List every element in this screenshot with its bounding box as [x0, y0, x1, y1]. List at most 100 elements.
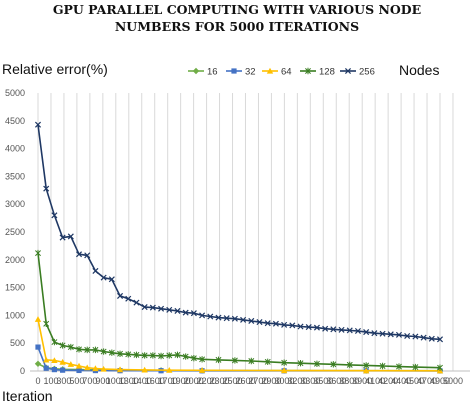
x-tick-label: 3900 — [352, 376, 372, 386]
data-point — [59, 234, 66, 241]
data-point — [281, 321, 288, 328]
data-point — [43, 185, 50, 192]
x-tick-label: 700 — [82, 376, 97, 386]
data-point — [231, 315, 238, 322]
legend-marker — [231, 68, 237, 74]
x-tick-label: 1000 — [106, 376, 126, 386]
data-point — [436, 336, 444, 343]
data-point — [404, 332, 411, 339]
data-point — [437, 364, 443, 371]
y-axis-title: Relative error(%) — [2, 61, 108, 77]
data-point — [166, 352, 173, 359]
data-point — [363, 362, 370, 369]
x-tick-label: 4200 — [378, 376, 398, 386]
x-tick-label: 3200 — [287, 376, 307, 386]
data-point — [395, 331, 403, 338]
data-point — [174, 351, 181, 359]
data-point — [215, 314, 222, 321]
y-tick-label: 1500 — [5, 283, 25, 293]
x-tick-label: 1900 — [171, 376, 191, 386]
data-point — [141, 304, 148, 311]
data-point — [313, 360, 320, 367]
data-point — [100, 274, 107, 281]
data-point — [76, 346, 82, 353]
axes: 0 100300500700900100013001400160017001900… — [5, 88, 470, 386]
data-point — [141, 352, 148, 359]
data-point — [248, 357, 255, 365]
x-tick-label: 3000 — [274, 376, 294, 386]
data-point — [75, 251, 83, 258]
data-point — [34, 121, 42, 128]
legend-marker — [266, 67, 274, 74]
x-tick-label: 1400 — [132, 376, 152, 386]
y-tick-label: 3000 — [5, 199, 25, 209]
data-point — [92, 346, 99, 354]
legend-marker — [192, 67, 200, 75]
x-tick-label: 300 — [56, 376, 71, 386]
x-tick-label: 2300 — [210, 376, 230, 386]
legend-label: 128 — [319, 67, 335, 78]
x-tick-label: 4400 — [391, 376, 411, 386]
data-point — [35, 249, 41, 257]
data-point — [363, 329, 370, 336]
legend-label: 256 — [359, 67, 375, 78]
data-point — [297, 323, 304, 330]
data-point — [166, 366, 173, 373]
data-point — [199, 312, 206, 319]
series-line-256 — [37, 124, 441, 341]
data-point — [182, 353, 189, 360]
data-point — [117, 350, 123, 357]
x-tick-label: 500 — [69, 376, 84, 386]
data-point — [362, 367, 370, 374]
data-point — [149, 352, 156, 359]
data-point — [125, 295, 132, 302]
data-point — [256, 319, 263, 326]
data-point — [240, 316, 247, 323]
data-point — [182, 309, 189, 316]
data-point — [34, 360, 42, 367]
series-line-64 — [37, 319, 441, 372]
legend-item-128: 128 — [300, 67, 335, 78]
legend-label: 64 — [281, 67, 292, 78]
data-point — [289, 322, 296, 329]
data-point — [346, 327, 353, 334]
x-tick-label: 4700 — [417, 376, 437, 386]
data-point — [108, 349, 115, 356]
data-point — [207, 313, 214, 320]
data-point — [67, 233, 74, 240]
y-tick-label: 0 — [20, 366, 25, 376]
data-point — [133, 351, 140, 359]
data-point — [67, 361, 75, 367]
data-point — [354, 327, 361, 334]
data-point — [59, 342, 66, 349]
data-point — [166, 306, 173, 313]
data-point — [35, 344, 41, 350]
data-point — [76, 367, 82, 374]
data-point — [198, 367, 206, 373]
data-point — [60, 367, 66, 373]
series-line-128 — [37, 253, 441, 369]
x-tick-label: 2200 — [197, 376, 217, 386]
x-tick-label: 900 — [95, 376, 110, 386]
data-point — [297, 360, 304, 367]
data-point — [281, 359, 288, 366]
data-point — [158, 352, 165, 360]
y-tick-label: 4500 — [5, 116, 25, 126]
data-point — [199, 356, 206, 363]
data-point — [231, 357, 238, 364]
data-point — [338, 326, 345, 333]
data-point — [190, 355, 197, 362]
data-point — [371, 330, 378, 337]
data-point — [428, 335, 435, 342]
y-tick-label: 1000 — [5, 310, 25, 320]
x-tick-label: 2000 — [184, 376, 204, 386]
x-tick-label: 5000 — [443, 376, 463, 386]
data-point — [59, 358, 66, 365]
data-point — [215, 356, 222, 364]
legend: 16 32 64 128 256 — [188, 67, 375, 78]
legend-item-256: 256 — [340, 67, 375, 78]
legend-marker — [305, 67, 311, 75]
data-point — [272, 320, 279, 327]
data-point — [190, 310, 197, 317]
data-point — [100, 365, 107, 372]
